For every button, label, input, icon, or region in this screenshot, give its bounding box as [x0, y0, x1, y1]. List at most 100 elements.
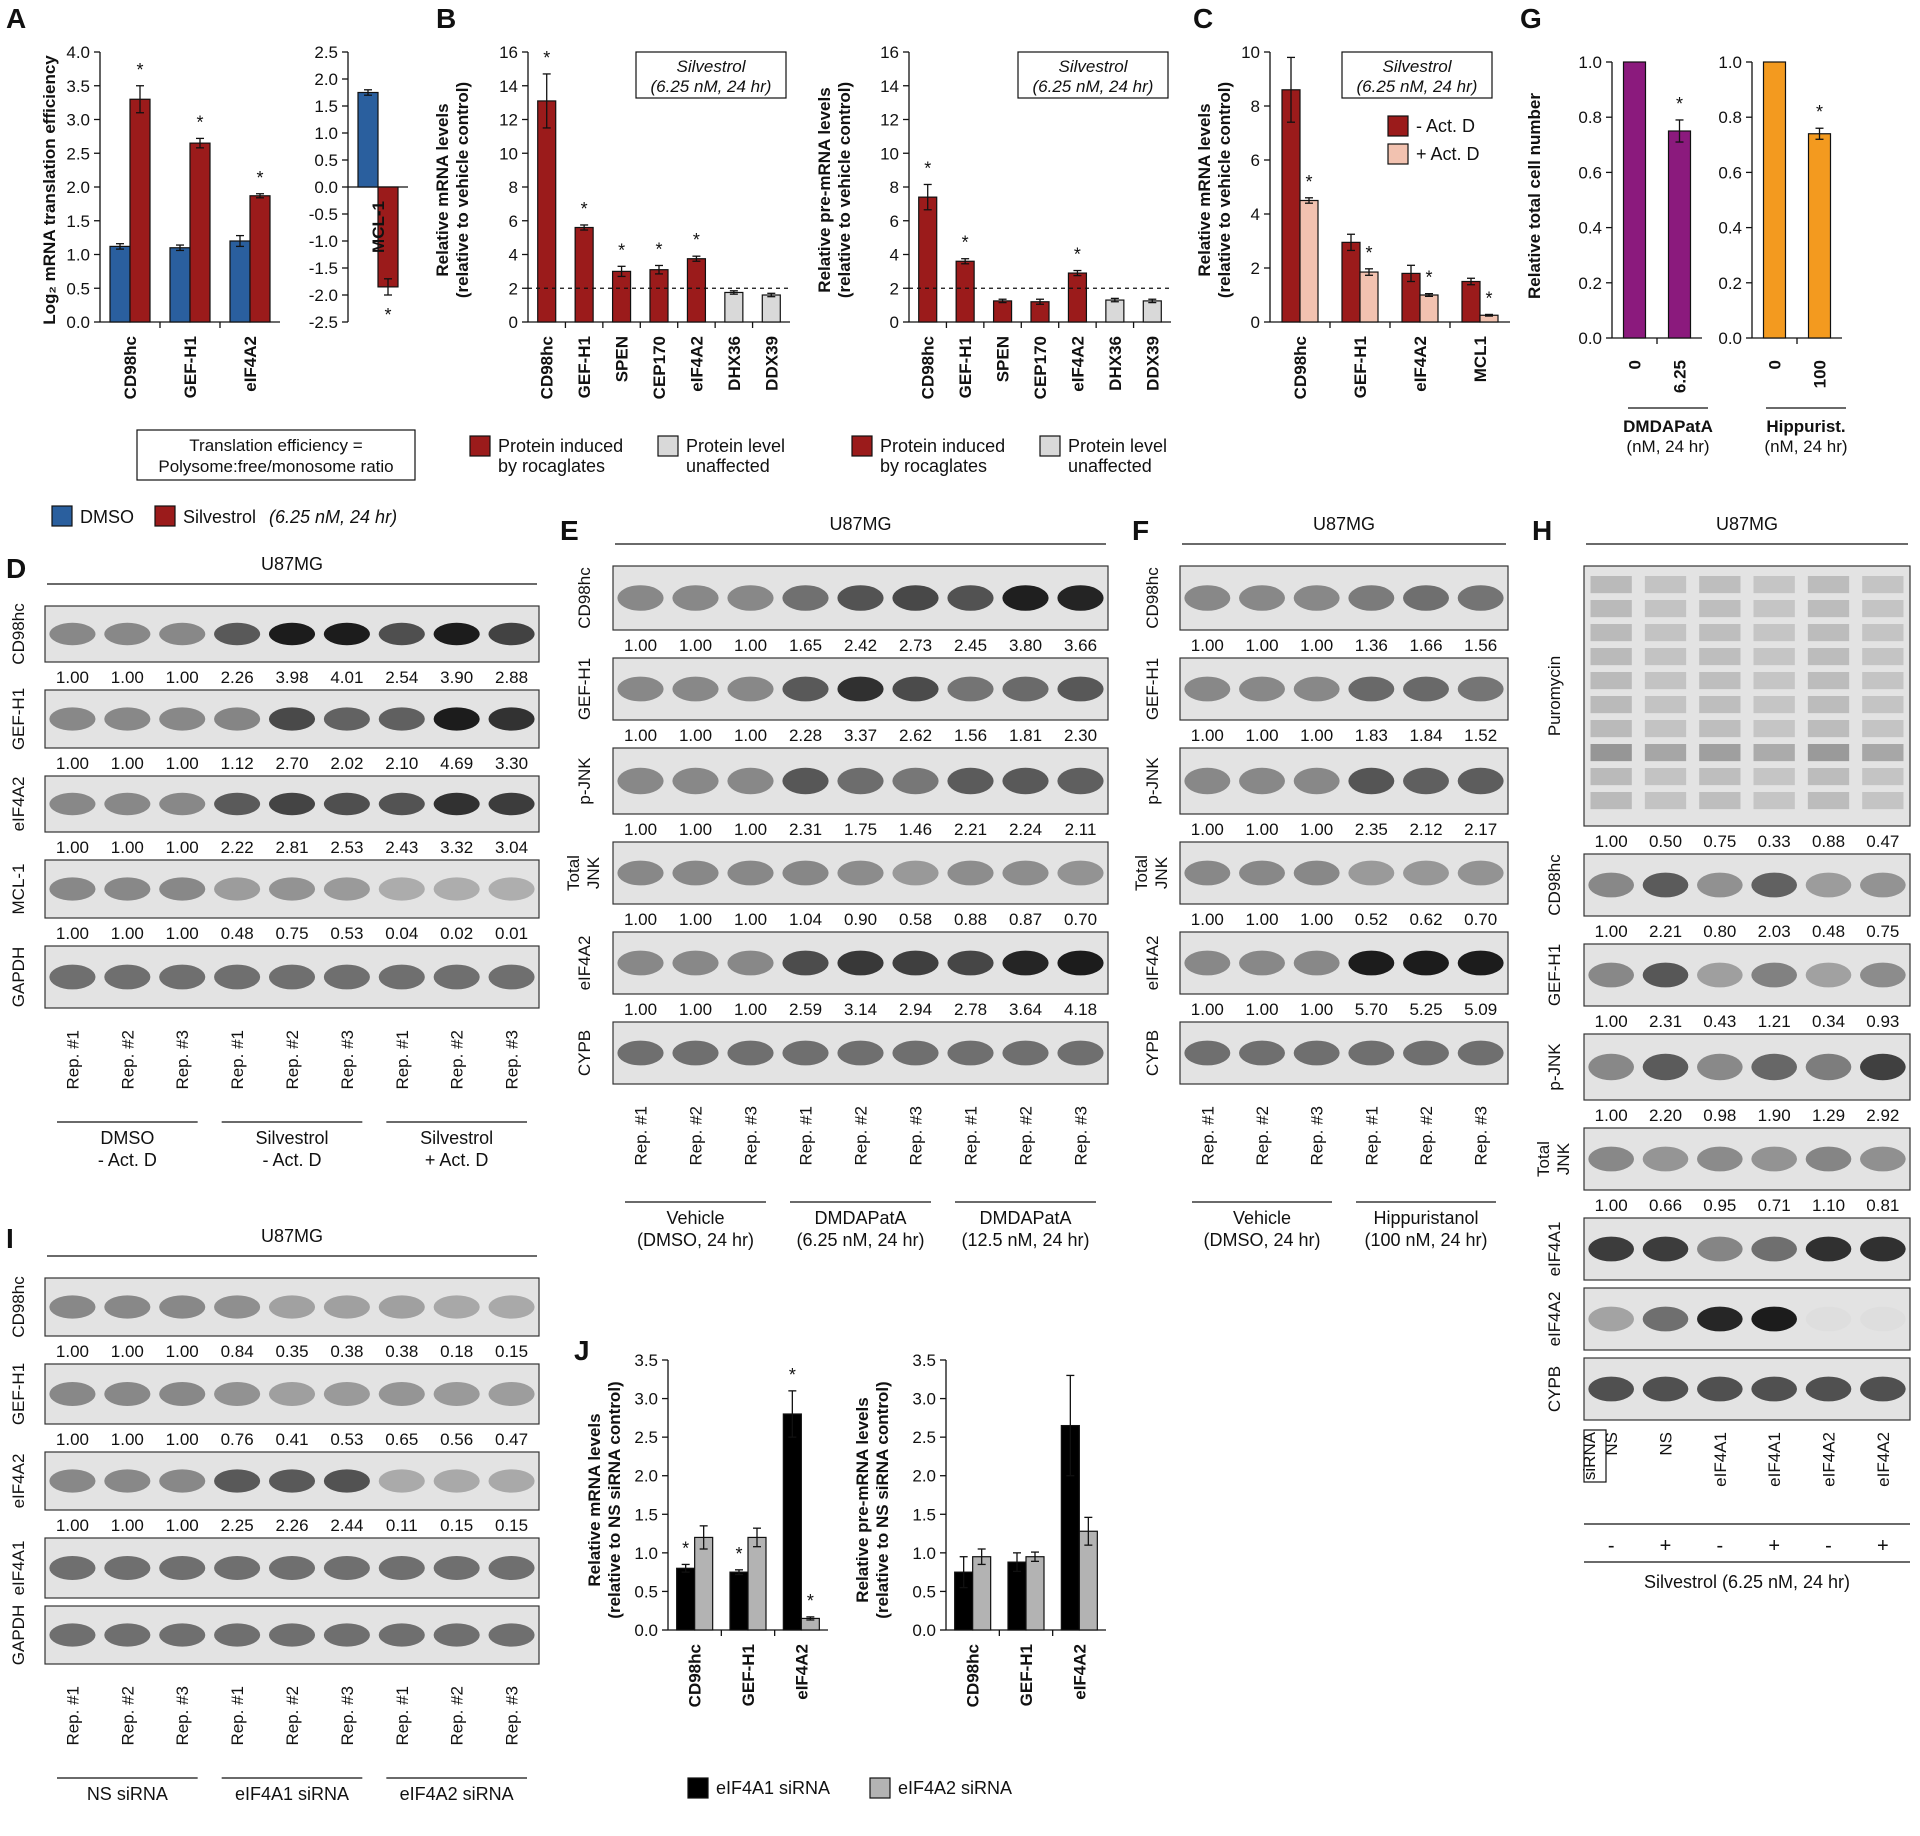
legend-label-dmso: DMSO — [80, 507, 134, 527]
legend-label: Protein induced — [880, 436, 1005, 456]
band — [892, 767, 939, 795]
band — [104, 792, 151, 816]
blot-row-label: MCL-1 — [9, 863, 28, 914]
band — [1753, 624, 1795, 642]
y-tick-label: 10 — [1241, 43, 1260, 62]
quant-value: 1.00 — [679, 1000, 712, 1019]
band — [488, 964, 535, 990]
x-group-label: (nM, 24 hr) — [1626, 437, 1709, 456]
band — [1184, 767, 1231, 795]
bar — [1622, 61, 1647, 339]
band — [1590, 720, 1632, 738]
band — [727, 950, 774, 976]
band — [488, 1295, 535, 1319]
replicate-label: Rep. #3 — [338, 1030, 357, 1090]
x-category-label: DHX36 — [1106, 336, 1125, 391]
blot-row-label: eIF4A2 — [1545, 1292, 1564, 1347]
quant-value: 0.75 — [1703, 832, 1736, 851]
y-tick-label: 3.0 — [66, 111, 90, 130]
quant-value: 0.52 — [1355, 910, 1388, 929]
band — [672, 676, 719, 702]
band — [159, 1623, 206, 1647]
x-category-label: GEF-H1 — [956, 336, 975, 398]
band — [1590, 648, 1632, 666]
band — [1805, 962, 1852, 988]
silvestrol-box-line: (6.25 nM, 24 hr) — [1357, 77, 1478, 96]
replicate-label: Rep. #1 — [797, 1106, 816, 1166]
band — [488, 622, 535, 646]
sirna-label: siRNA — [1580, 1431, 1599, 1480]
y-tick-label: 12 — [880, 111, 899, 130]
band — [1057, 1040, 1104, 1066]
replicate-label: Rep. #3 — [338, 1686, 357, 1746]
band — [1403, 676, 1449, 702]
quant-value: 1.00 — [111, 754, 144, 773]
quant-value: 2.43 — [385, 838, 418, 857]
y-axis-title: (relative to vehicle control) — [835, 82, 854, 298]
bar — [611, 270, 632, 323]
replicate-label: Rep. #2 — [1417, 1106, 1436, 1166]
panel-letter-D: D — [6, 553, 26, 584]
band — [1751, 1053, 1797, 1081]
band — [947, 1040, 994, 1066]
x-category-label: DDX39 — [1143, 336, 1162, 391]
y-tick-label: 4 — [509, 246, 518, 265]
legend-label: unaffected — [1068, 456, 1152, 476]
quant-value: 2.21 — [1649, 922, 1682, 941]
band — [837, 950, 884, 976]
band — [1753, 720, 1795, 738]
quant-value: 1.00 — [1245, 726, 1278, 745]
band — [1239, 860, 1285, 886]
band — [1697, 1236, 1743, 1262]
legend-label: + Act. D — [1416, 144, 1480, 164]
blot-strip — [1179, 565, 1509, 631]
silvestrol-box — [1017, 51, 1169, 99]
quant-value: 1.81 — [1009, 726, 1042, 745]
y-tick-label: 2.5 — [912, 1428, 936, 1447]
silvestrol-sign: + — [1877, 1535, 1889, 1557]
quant-value: 0.62 — [1409, 910, 1442, 929]
band — [1862, 648, 1904, 666]
quant-value: 0.65 — [385, 1430, 418, 1449]
band — [947, 676, 994, 702]
bar — [747, 1536, 767, 1631]
band — [782, 1040, 829, 1066]
replicate-label: Rep. #1 — [228, 1030, 247, 1090]
quant-value: 1.90 — [1758, 1106, 1791, 1125]
band — [1699, 696, 1741, 714]
band — [323, 622, 370, 646]
y-tick-label: 3.5 — [912, 1351, 936, 1370]
y-tick-label: 2 — [1251, 259, 1260, 278]
quant-value: 0.38 — [385, 1342, 418, 1361]
legend-swatch-unaffected — [1039, 435, 1061, 457]
quant-value: 1.00 — [166, 924, 199, 943]
blot-row-label: CYPB — [1545, 1366, 1564, 1412]
band — [1807, 720, 1850, 738]
y-tick-label: 3.5 — [634, 1351, 658, 1370]
blot-row-label: p-JNK — [575, 757, 594, 805]
bar — [1461, 280, 1481, 323]
quant-value: 0.93 — [1866, 1012, 1899, 1031]
quant-value: 1.56 — [954, 726, 987, 745]
significance-star: * — [136, 60, 143, 80]
quant-value: 1.00 — [56, 924, 89, 943]
quant-value: 0.35 — [275, 1342, 308, 1361]
significance-star: * — [1074, 245, 1081, 265]
blot-row-label: CD98hc — [575, 567, 594, 629]
panel-letter-J: J — [574, 1335, 590, 1366]
replicate-label: Rep. #1 — [63, 1030, 82, 1090]
quant-value: 1.00 — [1300, 726, 1333, 745]
sirna-condition: eIF4A2 — [1820, 1432, 1839, 1487]
bar — [972, 1556, 992, 1631]
quant-value: 3.04 — [495, 838, 528, 857]
band — [727, 1040, 774, 1066]
quant-value: 2.62 — [899, 726, 932, 745]
band — [323, 877, 370, 901]
band — [1697, 1053, 1743, 1081]
band — [1807, 792, 1850, 810]
bar — [1807, 133, 1832, 339]
band — [1699, 792, 1741, 810]
quant-value: 1.00 — [679, 820, 712, 839]
blot-strip — [44, 859, 540, 919]
quant-value: 3.37 — [844, 726, 877, 745]
